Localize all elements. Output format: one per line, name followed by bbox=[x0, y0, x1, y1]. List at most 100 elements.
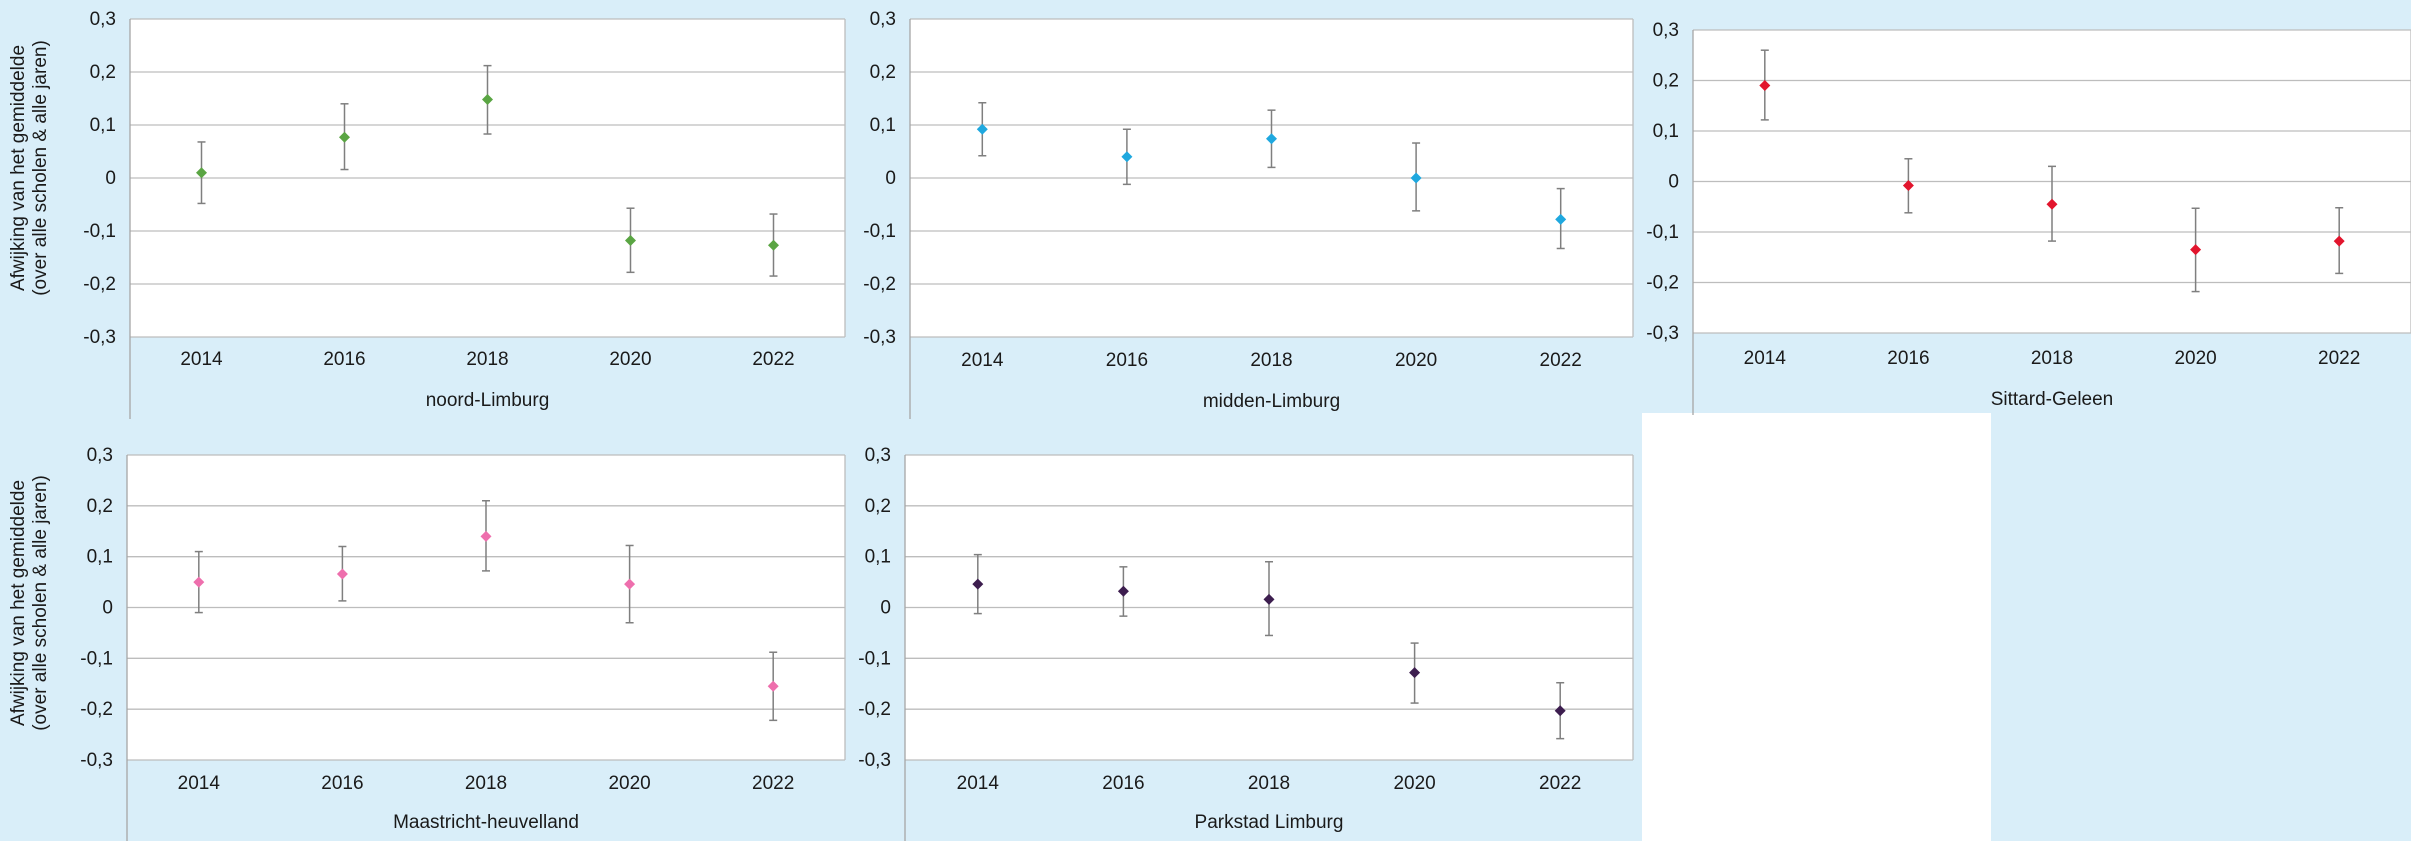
x-tick-label: 2014 bbox=[180, 349, 223, 370]
data-point bbox=[1263, 593, 1275, 605]
panel-title: midden-Limburg bbox=[1203, 391, 1340, 412]
x-tick-label: 2022 bbox=[2318, 348, 2360, 369]
data-point bbox=[1759, 80, 1771, 92]
data-point bbox=[625, 235, 636, 247]
panel-title: Parkstad Limburg bbox=[1195, 812, 1344, 833]
x-tick-label: 2022 bbox=[1540, 350, 1582, 371]
y-axis-label-top: Afwijking van het gemiddelde (over alle … bbox=[0, 18, 60, 318]
y-tick-label: 0,1 bbox=[87, 547, 113, 568]
y-tick-label: -0,3 bbox=[863, 327, 896, 348]
data-point bbox=[2333, 235, 2345, 247]
x-tick-label: 2018 bbox=[466, 349, 508, 370]
y-tick-label: 0,2 bbox=[1653, 71, 1679, 92]
y-tick-label: 0 bbox=[880, 598, 891, 619]
x-tick-label: 2016 bbox=[321, 773, 363, 794]
data-point bbox=[1409, 667, 1421, 679]
x-tick-label: 2014 bbox=[961, 350, 1004, 371]
data-point bbox=[624, 578, 636, 590]
x-tick-label: 2014 bbox=[178, 773, 221, 794]
x-tick-label: 2020 bbox=[1395, 350, 1437, 371]
y-tick-label: -0,1 bbox=[80, 648, 113, 669]
x-tick-label: 2020 bbox=[608, 773, 650, 794]
data-point bbox=[2046, 198, 2058, 210]
data-point bbox=[1902, 180, 1914, 192]
chart-panel-sittard-geleen: 0,3 0,2 0,1 0 -0,1 -0,2 -0,3 2014 2016 2018 2020 20… bbox=[1640, 0, 2411, 416]
y-tick-label: 0,2 bbox=[865, 496, 891, 517]
data-point bbox=[193, 576, 205, 588]
panel-title: Maastricht-heuvelland bbox=[393, 812, 579, 833]
empty-cell bbox=[1642, 413, 1991, 841]
y-tick-label: -0,3 bbox=[858, 750, 891, 771]
chart-panel-noord-limburg: 0,3 0,2 0,1 0 -0,1 -0,2 -0,3 2014 2016 2018 2020 20… bbox=[60, 0, 850, 419]
data-point bbox=[1554, 705, 1566, 717]
y-tick-label: -0,1 bbox=[863, 221, 896, 242]
chart-panel-maastricht-heuvelland: 0,3 0,2 0,1 0 -0,1 -0,2 -0,3 2014 2016 2018 2020 20… bbox=[60, 430, 850, 841]
data-point bbox=[1555, 213, 1567, 225]
data-point bbox=[976, 123, 988, 135]
panel-title: noord-Limburg bbox=[426, 390, 550, 411]
data-point bbox=[768, 239, 779, 251]
chart-svg: 0,3 0,2 0,1 0 -0,1 -0,2 -0,3 2014 2016 2018 2020 20… bbox=[83, 9, 846, 419]
x-tick-label: 2020 bbox=[1393, 773, 1435, 794]
chart-svg: 0,3 0,2 0,1 0 -0,1 -0,2 -0,3 2014 2016 2018 2020 20… bbox=[80, 445, 846, 841]
y-tick-label: 0,1 bbox=[90, 115, 116, 136]
data-point bbox=[480, 530, 492, 542]
y-tick-label: 0,2 bbox=[87, 496, 113, 517]
y-axis-label-line1: Afwijking van het gemiddelde bbox=[8, 44, 30, 292]
y-tick-label: 0,1 bbox=[870, 115, 896, 136]
data-point bbox=[1121, 151, 1133, 163]
x-tick-label: 2018 bbox=[1248, 773, 1290, 794]
y-tick-label: -0,3 bbox=[83, 327, 116, 348]
chart-svg: 0,3 0,2 0,1 0 -0,1 -0,2 -0,3 2014 2016 2018 2020 20… bbox=[863, 9, 1634, 419]
y-tick-label: -0,2 bbox=[80, 699, 113, 720]
y-tick-label: -0,2 bbox=[83, 274, 116, 295]
y-tick-label: 0,2 bbox=[90, 62, 116, 83]
y-tick-label: 0 bbox=[1668, 172, 1679, 193]
y-tick-label: -0,2 bbox=[1646, 273, 1679, 294]
data-point bbox=[972, 578, 984, 590]
x-tick-label: 2016 bbox=[1102, 773, 1144, 794]
y-tick-label: -0,3 bbox=[1646, 323, 1679, 344]
y-tick-label: -0,3 bbox=[80, 750, 113, 771]
data-point bbox=[336, 568, 348, 580]
y-tick-label: 0,2 bbox=[870, 62, 896, 83]
y-tick-label: 0,3 bbox=[870, 9, 896, 30]
data-point bbox=[482, 94, 493, 106]
chart-panel-parkstad-limburg: 0,3 0,2 0,1 0 -0,1 -0,2 -0,3 2014 2016 2018 2020 20… bbox=[850, 430, 1640, 841]
y-tick-label: -0,1 bbox=[1646, 222, 1679, 243]
y-tick-label: 0,3 bbox=[1653, 20, 1679, 41]
x-tick-label: 2020 bbox=[2174, 348, 2216, 369]
panel-title: Sittard-Geleen bbox=[1991, 389, 2114, 410]
y-axis-label-line2: (over alle scholen & alle jaren) bbox=[30, 40, 52, 296]
data-point bbox=[1410, 172, 1422, 184]
y-tick-label: -0,1 bbox=[858, 648, 891, 669]
x-tick-label: 2018 bbox=[1250, 350, 1292, 371]
chart-svg: 0,3 0,2 0,1 0 -0,1 -0,2 -0,3 2014 2016 2018 2020 20… bbox=[858, 445, 1634, 841]
x-tick-label: 2016 bbox=[1106, 350, 1148, 371]
x-tick-label: 2020 bbox=[609, 349, 651, 370]
y-axis-label-bottom: Afwijking van het gemiddelde (over alle … bbox=[0, 453, 60, 753]
data-point bbox=[196, 167, 207, 179]
x-tick-label: 2016 bbox=[323, 349, 365, 370]
x-tick-label: 2018 bbox=[465, 773, 507, 794]
x-tick-label: 2014 bbox=[1744, 348, 1787, 369]
y-tick-label: -0,2 bbox=[863, 274, 896, 295]
y-tick-label: 0 bbox=[885, 168, 896, 189]
x-tick-label: 2022 bbox=[752, 349, 794, 370]
y-tick-label: 0 bbox=[102, 598, 113, 619]
chart-panel-midden-limburg: 0,3 0,2 0,1 0 -0,1 -0,2 -0,3 2014 2016 2018 2020 20… bbox=[850, 0, 1640, 419]
x-tick-label: 2016 bbox=[1887, 348, 1929, 369]
y-tick-label: 0 bbox=[105, 168, 116, 189]
x-tick-label: 2022 bbox=[752, 773, 794, 794]
data-point bbox=[339, 131, 350, 143]
y-tick-label: 0,1 bbox=[865, 547, 891, 568]
y-tick-label: -0,2 bbox=[858, 699, 891, 720]
x-tick-label: 2018 bbox=[2031, 348, 2073, 369]
chart-svg: 0,3 0,2 0,1 0 -0,1 -0,2 -0,3 2014 2016 2018 2020 20… bbox=[1646, 20, 2411, 415]
x-tick-label: 2022 bbox=[1539, 773, 1581, 794]
y-tick-label: 0,1 bbox=[1653, 121, 1679, 142]
x-tick-label: 2014 bbox=[957, 773, 1000, 794]
y-axis-label-line2: (over alle scholen & alle jaren) bbox=[30, 475, 52, 731]
y-tick-label: -0,1 bbox=[83, 221, 116, 242]
data-point bbox=[1266, 133, 1277, 145]
